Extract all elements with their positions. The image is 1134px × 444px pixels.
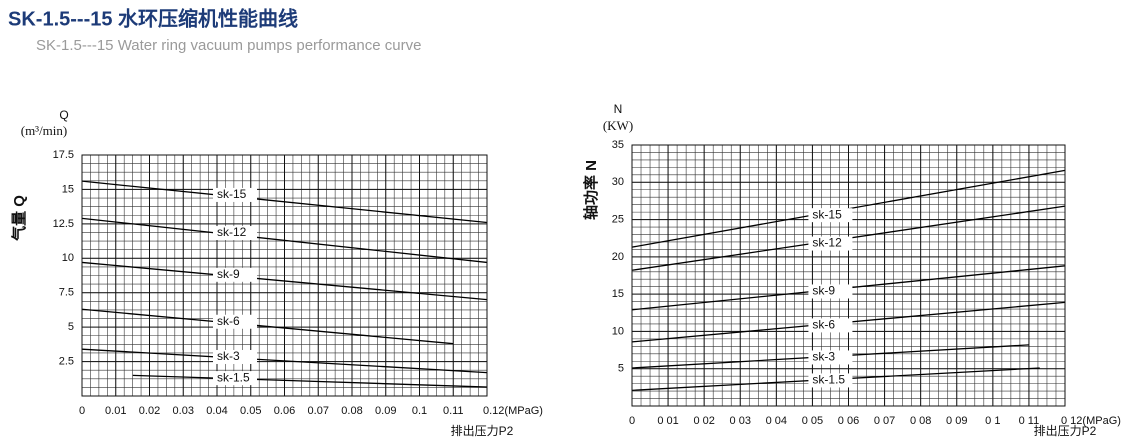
x-tick-label: 0.1 [412, 405, 427, 417]
x-tick-label: 0 03 [730, 415, 751, 427]
x-tick-label: 0.12(MPaG) [483, 405, 543, 417]
plot-frame [631, 144, 1066, 407]
y-axis-label: 轴功率 N [582, 160, 600, 220]
series-label: sk-15 [217, 187, 247, 201]
x-tick-label: 0 07 [874, 415, 895, 427]
x-tick-label: 0 05 [802, 415, 823, 427]
x-tick-label: 0 02 [693, 415, 714, 427]
x-tick-label: 0 08 [910, 415, 931, 427]
y-axis-label: 气量 Q [10, 195, 28, 242]
series-label: sk-6 [812, 318, 835, 332]
label-bg [808, 350, 853, 365]
y-axis-symbol: N [614, 102, 623, 116]
series-label: sk-6 [217, 314, 240, 328]
y-tick-label: 7.5 [59, 287, 74, 299]
x-tick-label: 0 09 [946, 415, 967, 427]
series-label: sk-9 [812, 284, 835, 298]
series-label: sk-12 [812, 236, 842, 250]
y-tick-label: 5 [68, 321, 74, 333]
label-bg [808, 208, 853, 223]
x-tick-label: 0.05 [240, 405, 261, 417]
series-line [132, 374, 488, 388]
y-tick-label: 15 [62, 183, 74, 195]
x-tick-label: 0.01 [105, 405, 126, 417]
y-axis-symbol: Q [59, 108, 68, 122]
y-tick-label: 17.5 [53, 149, 74, 161]
label-bg [213, 349, 257, 364]
series-label: sk-12 [217, 225, 247, 239]
y-axis-unit: (KW) [603, 118, 633, 133]
x-tick-label: 0.03 [173, 405, 194, 417]
x-tick-label: 0 01 [657, 415, 678, 427]
x-tick-label: 0.04 [206, 405, 227, 417]
page-title: SK-1.5---15 水环压缩机性能曲线 [8, 6, 298, 30]
x-tick-label: 0.06 [274, 405, 295, 417]
y-tick-label: 20 [612, 251, 624, 263]
page-subtitle: SK-1.5---15 Water ring vacuum pumps perf… [36, 37, 421, 54]
y-tick-label: 2.5 [59, 355, 74, 367]
y-tick-label: 5 [618, 363, 624, 375]
series-label: sk-3 [812, 350, 835, 364]
series-line [81, 180, 488, 224]
y-tick-label: 10 [62, 252, 74, 264]
label-bg [213, 371, 257, 386]
x-axis-label: 排出压力P2 [1034, 424, 1097, 438]
label-bg [808, 284, 853, 299]
y-tick-label: 10 [612, 325, 624, 337]
x-tick-label: 0 04 [766, 415, 787, 427]
x-tick-label: 0.02 [139, 405, 160, 417]
label-bg [213, 187, 257, 202]
label-bg [808, 373, 853, 388]
series-line [81, 261, 488, 301]
y-tick-label: 35 [612, 139, 624, 151]
series-label: sk-3 [217, 349, 240, 363]
series-label: sk-1.5 [812, 373, 845, 387]
y-tick-label: 25 [612, 213, 624, 225]
x-tick-label: 0.09 [375, 405, 396, 417]
y-tick-label: 12.5 [53, 218, 74, 230]
x-tick-label: 0 11 [1019, 415, 1040, 427]
x-tick-label: 0 [79, 405, 85, 417]
label-bg [213, 226, 257, 241]
y-tick-label: 30 [612, 176, 624, 188]
y-axis-unit: (m³/min) [21, 123, 68, 138]
x-tick-label: 0 [629, 415, 635, 427]
x-tick-label: 0 12(MPaG) [1061, 415, 1121, 427]
x-axis-label: 排出压力P2 [451, 424, 514, 438]
label-bg [213, 314, 257, 329]
plot-frame [81, 154, 488, 397]
label-bg [808, 236, 853, 251]
x-tick-label: 0.11 [443, 405, 464, 417]
series-label: sk-15 [812, 207, 842, 221]
x-tick-label: 0.08 [341, 405, 362, 417]
x-tick-label: 0 06 [838, 415, 859, 427]
x-tick-label: 0 1 [985, 415, 1000, 427]
series-line [81, 348, 488, 374]
label-bg [213, 267, 257, 282]
series-label: sk-1.5 [217, 370, 250, 384]
series-label: sk-9 [217, 267, 240, 281]
y-tick-label: 15 [612, 288, 624, 300]
series-line [81, 217, 488, 264]
label-bg [808, 318, 853, 333]
x-tick-label: 0.07 [308, 405, 329, 417]
series-line [81, 308, 454, 345]
